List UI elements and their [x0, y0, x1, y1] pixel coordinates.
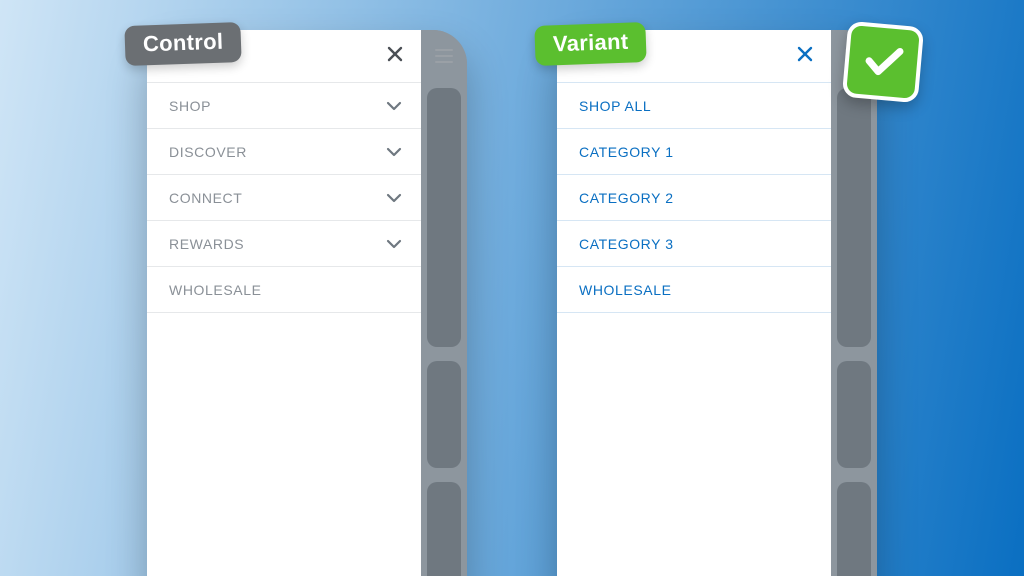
chevron-down-icon [385, 100, 403, 112]
control-phone: SHOP DISCOVER CONNECT REWARDS [147, 30, 467, 576]
menu-item[interactable]: SHOP ALL [557, 83, 831, 129]
rail-block [837, 88, 871, 347]
menu-item-label: CATEGORY 2 [579, 190, 674, 206]
menu-item-label: WHOLESALE [169, 282, 262, 298]
menu-item-label: CATEGORY 3 [579, 236, 674, 252]
menu-item-label: CATEGORY 1 [579, 144, 674, 160]
control-rail-top [421, 30, 467, 82]
variant-phone: SHOP ALL CATEGORY 1 CATEGORY 2 CATEGORY … [557, 30, 877, 576]
chevron-down-icon [385, 238, 403, 250]
control-badge-label: Control [143, 29, 224, 57]
menu-item[interactable]: REWARDS [147, 221, 421, 267]
menu-item-label: SHOP ALL [579, 98, 651, 114]
variant-side-rail [831, 30, 877, 576]
control-side-rail [421, 30, 467, 576]
rail-block [837, 361, 871, 469]
menu-item[interactable]: WHOLESALE [147, 267, 421, 313]
menu-item-label: REWARDS [169, 236, 244, 252]
control-badge: Control [124, 22, 242, 66]
control-menu-panel: SHOP DISCOVER CONNECT REWARDS [147, 30, 421, 576]
menu-item-label: WHOLESALE [579, 282, 672, 298]
variant-badge-label: Variant [553, 29, 629, 57]
rail-block [427, 482, 461, 576]
variant-column: Variant [557, 30, 877, 576]
chevron-down-icon [385, 146, 403, 158]
menu-item-label: SHOP [169, 98, 211, 114]
variant-menu-panel: SHOP ALL CATEGORY 1 CATEGORY 2 CATEGORY … [557, 30, 831, 576]
checkmark-icon [857, 34, 909, 91]
hamburger-icon[interactable] [434, 48, 454, 64]
rail-block [427, 88, 461, 347]
rail-block [837, 482, 871, 576]
control-rail-blocks [421, 82, 467, 576]
menu-item[interactable]: CONNECT [147, 175, 421, 221]
menu-item-label: DISCOVER [169, 144, 247, 160]
menu-item[interactable]: CATEGORY 3 [557, 221, 831, 267]
chevron-down-icon [385, 192, 403, 204]
menu-item[interactable]: WHOLESALE [557, 267, 831, 313]
control-menu-list: SHOP DISCOVER CONNECT REWARDS [147, 82, 421, 313]
variant-rail-blocks [831, 82, 877, 576]
variant-badge: Variant [534, 22, 647, 66]
variant-menu-list: SHOP ALL CATEGORY 1 CATEGORY 2 CATEGORY … [557, 82, 831, 313]
menu-item[interactable]: DISCOVER [147, 129, 421, 175]
control-column: Control [147, 30, 467, 576]
comparison-stage: Control [0, 0, 1024, 576]
close-icon[interactable] [385, 44, 405, 69]
rail-block [427, 361, 461, 469]
menu-item[interactable]: SHOP [147, 83, 421, 129]
menu-item[interactable]: CATEGORY 2 [557, 175, 831, 221]
winner-badge [842, 21, 924, 103]
menu-item-label: CONNECT [169, 190, 242, 206]
menu-item[interactable]: CATEGORY 1 [557, 129, 831, 175]
close-icon[interactable] [795, 44, 815, 69]
